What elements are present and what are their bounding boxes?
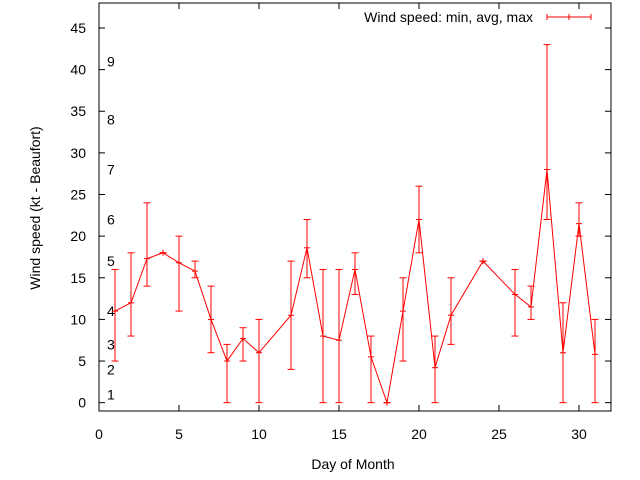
series-avg — [112, 166, 598, 406]
y-tick-label: 0 — [78, 395, 86, 411]
y-tick-label: 40 — [70, 62, 86, 78]
data-point — [528, 303, 534, 310]
data-point — [176, 259, 182, 266]
x-tick-label: 30 — [571, 426, 587, 442]
data-point — [288, 312, 294, 319]
data-point — [432, 364, 438, 371]
x-tick-label: 15 — [331, 426, 347, 442]
y-tick-label: 5 — [78, 353, 86, 369]
y-tick-label: 10 — [70, 311, 86, 327]
data-point — [560, 349, 566, 356]
x-tick-label: 20 — [411, 426, 427, 442]
beaufort-label: 3 — [107, 336, 115, 352]
beaufort-label: 4 — [107, 303, 115, 319]
data-point — [320, 333, 326, 340]
x-axis-label: Day of Month — [311, 456, 394, 472]
data-point — [144, 255, 150, 262]
beaufort-label: 2 — [107, 361, 115, 377]
data-point — [592, 351, 598, 358]
y-tick-label: 45 — [70, 20, 86, 36]
beaufort-label: 8 — [107, 112, 115, 128]
data-point — [336, 337, 342, 344]
plot-frame — [98, 2, 612, 412]
data-point — [192, 268, 198, 275]
beaufort-label: 5 — [107, 253, 115, 269]
y-axis-label: Wind speed (kt - Beaufort) — [27, 126, 43, 289]
beaufort-label: 6 — [107, 211, 115, 227]
data-point — [240, 335, 246, 342]
error-bars — [111, 44, 599, 404]
x-axis: 0 5 10 15 20 25 30 — [95, 3, 587, 442]
data-point — [128, 299, 134, 306]
beaufort-label: 1 — [107, 386, 115, 402]
x-tick-label: 5 — [175, 426, 183, 442]
x-tick-label: 25 — [491, 426, 507, 442]
data-point — [384, 399, 390, 406]
data-point — [416, 216, 422, 223]
legend: Wind speed: min, avg, max — [364, 9, 592, 25]
y-tick-label: 35 — [70, 103, 86, 119]
data-point — [224, 358, 230, 365]
series-avg-line — [114, 169, 596, 405]
data-point — [512, 291, 518, 298]
data-point — [256, 349, 262, 356]
data-point — [576, 220, 582, 227]
y-tick-label: 25 — [70, 187, 86, 203]
data-point — [480, 258, 486, 265]
data-point — [400, 308, 406, 315]
x-tick-label: 10 — [251, 426, 267, 442]
data-point — [112, 308, 118, 315]
data-point — [368, 353, 374, 360]
data-point — [352, 266, 358, 273]
y-tick-label: 15 — [70, 270, 86, 286]
data-point — [208, 316, 214, 323]
legend-label: Wind speed: min, avg, max — [364, 9, 533, 25]
x-tick-label: 0 — [95, 426, 103, 442]
data-point — [448, 312, 454, 319]
data-point — [160, 249, 166, 256]
beaufort-label: 7 — [107, 162, 115, 178]
beaufort-scale: 1 2 3 4 5 6 7 8 9 — [107, 53, 115, 402]
data-point — [304, 244, 310, 251]
data-point — [544, 166, 550, 173]
y-tick-label: 20 — [70, 228, 86, 244]
y-tick-label: 30 — [70, 145, 86, 161]
beaufort-label: 9 — [107, 53, 115, 69]
